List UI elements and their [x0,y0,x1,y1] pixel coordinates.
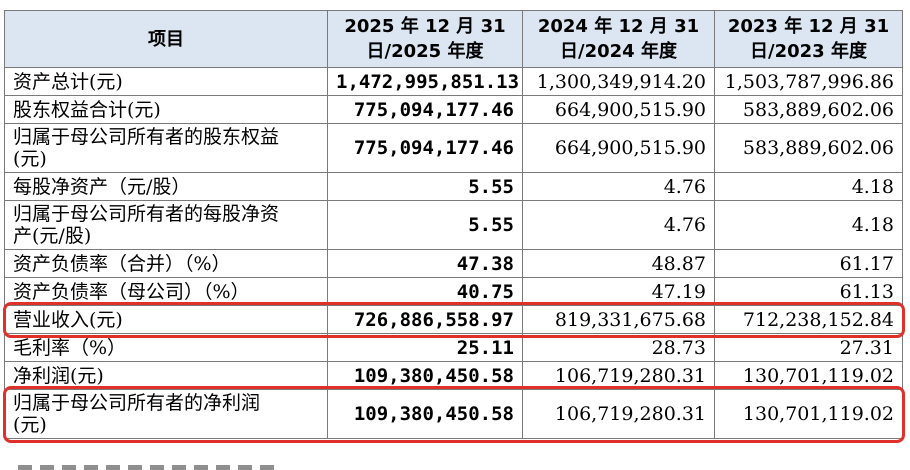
header-2025-label: 2025 年 12 月 31 日/2025 年度 [344,16,506,62]
value-cell-2023: 583,889,602.06 [714,123,903,173]
value-cell-2023: 583,889,602.06 [714,95,903,124]
header-2024: 2024 年 12 月 31 日/2024 年度 [522,10,715,68]
row-label: 资产负债率（母公司）（%） [4,277,328,306]
header-2023-label: 2023 年 12 月 31 日/2023 年度 [727,16,890,62]
value-cell-2025: 1,472,995,851.13 [327,67,523,96]
header-item-label: 项目 [148,28,184,50]
header-2024-label: 2024 年 12 月 31 日/2024 年度 [537,16,700,62]
table-body: 资产总计(元) 1,472,995,851.13 1,300,349,914.20 1… [4,67,903,439]
value-cell-2025: 40.75 [327,277,523,306]
header-2023: 2023 年 12 月 31 日/2023 年度 [714,10,903,68]
value-cell-2023: 61.17 [714,249,903,278]
row-label: 毛利率（%） [4,333,328,362]
value-cell-2023: 61.13 [714,277,903,306]
table-row: 每股净资产（元/股） 5.55 4.76 4.18 [4,172,903,201]
financial-summary-table: 项目 2025 年 12 月 31 日/2025 年度 2024 年 12 月 … [4,10,903,439]
row-label: 营业收入(元) [4,305,328,334]
table-row: 资产负债率（合并）（%） 47.38 48.87 61.17 [4,249,903,278]
row-label: 归属于母公司所有者的每股净资 产(元/股) [4,200,328,250]
header-2025: 2025 年 12 月 31 日/2025 年度 [327,10,523,68]
row-label: 归属于母公司所有者的净利润 (元) [4,389,328,439]
table-row: 归属于母公司所有者的股东权益 (元) 775,094,177.46 664,900,… [4,123,903,173]
table-row: 营业收入(元) 726,886,558.97 819,331,675.68 712,2… [4,305,903,334]
row-label: 资产负债率（合并）（%） [4,249,328,278]
value-cell-2023: 1,503,787,996.86 [714,67,903,96]
value-cell-2024: 1,300,349,914.20 [522,67,715,96]
value-cell-2024: 106,719,280.31 [522,389,715,439]
row-label: 每股净资产（元/股） [4,172,328,201]
row-label: 净利润(元) [4,361,328,390]
value-cell-2024: 4.76 [522,200,715,250]
value-cell-2024: 106,719,280.31 [522,361,715,390]
row-label: 归属于母公司所有者的股东权益 (元) [4,123,328,173]
table-row: 资产总计(元) 1,472,995,851.13 1,300,349,914.20 1… [4,67,903,96]
value-cell-2023: 4.18 [714,200,903,250]
value-cell-2025: 775,094,177.46 [327,95,523,124]
table-row: 归属于母公司所有者的净利润 (元) 109,380,450.58 106,719,2… [4,389,903,439]
cropped-next-row [4,462,902,470]
table-row: 归属于母公司所有者的每股净资 产(元/股) 5.55 4.76 4.18 [4,200,903,250]
value-cell-2024: 4.76 [522,172,715,201]
value-cell-2023: 130,701,119.02 [714,389,903,439]
value-cell-2025: 5.55 [327,172,523,201]
value-cell-2024: 48.87 [522,249,715,278]
row-label: 股东权益合计(元) [4,95,328,124]
table-row: 资产负债率（母公司）（%） 40.75 47.19 61.13 [4,277,903,306]
value-cell-2025: 775,094,177.46 [327,123,523,173]
value-cell-2024: 28.73 [522,333,715,362]
value-cell-2023: 4.18 [714,172,903,201]
value-cell-2025: 726,886,558.97 [327,305,523,334]
table-header-row: 项目 2025 年 12 月 31 日/2025 年度 2024 年 12 月 … [4,10,903,68]
value-cell-2024: 664,900,515.90 [522,95,715,124]
value-cell-2025: 5.55 [327,200,523,250]
value-cell-2024: 819,331,675.68 [522,305,715,334]
table-row: 股东权益合计(元) 775,094,177.46 664,900,515.90 583… [4,95,903,124]
value-cell-2025: 109,380,450.58 [327,361,523,390]
value-cell-2023: 712,238,152.84 [714,305,903,334]
value-cell-2025: 109,380,450.58 [327,389,523,439]
value-cell-2025: 25.11 [327,333,523,362]
table-row: 毛利率（%） 25.11 28.73 27.31 [4,333,903,362]
value-cell-2024: 47.19 [522,277,715,306]
table-row: 净利润(元) 109,380,450.58 106,719,280.31 130,70… [4,361,903,390]
value-cell-2025: 47.38 [327,249,523,278]
row-label: 资产总计(元) [4,67,328,96]
value-cell-2024: 664,900,515.90 [522,123,715,173]
value-cell-2023: 27.31 [714,333,903,362]
header-item: 项目 [4,10,328,68]
value-cell-2023: 130,701,119.02 [714,361,903,390]
